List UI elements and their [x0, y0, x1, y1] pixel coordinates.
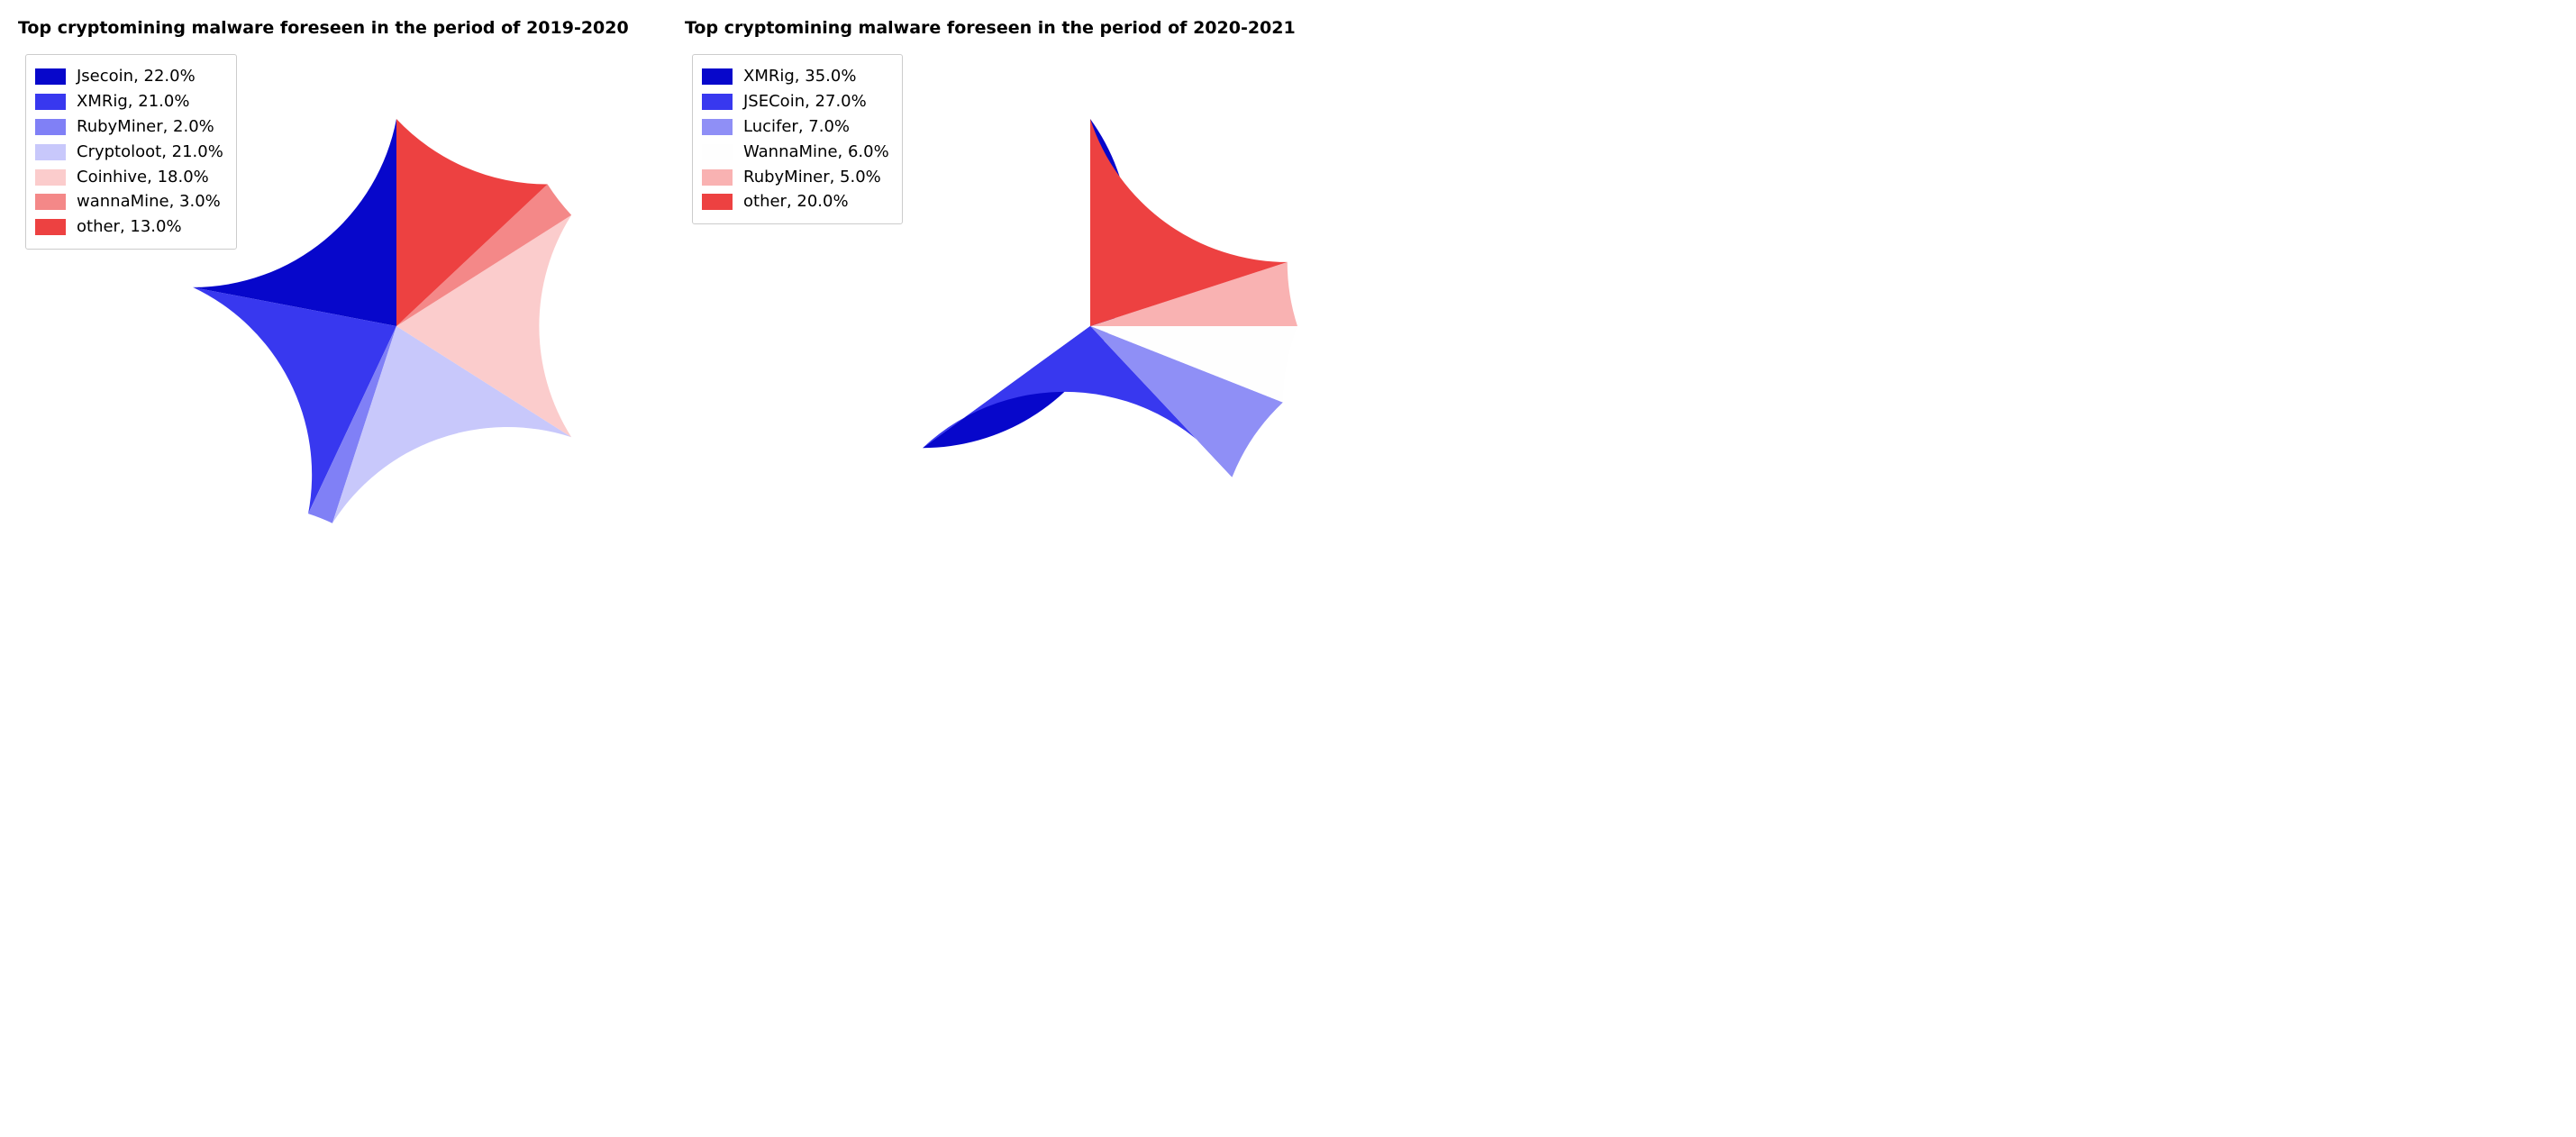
legend-swatch	[35, 119, 66, 135]
legend-row: other, 13.0%	[35, 214, 223, 240]
legend-swatch	[702, 194, 733, 210]
chart-title: Top cryptomining malware foreseen in the…	[18, 18, 649, 38]
legend-swatch	[35, 194, 66, 210]
legend-row: RubyMiner, 5.0%	[702, 165, 889, 190]
legend-label: RubyMiner, 5.0%	[743, 165, 881, 190]
legend-swatch	[702, 68, 733, 85]
charts-row: Top cryptomining malware foreseen in the…	[18, 18, 2558, 551]
pie-wrap	[189, 119, 604, 533]
legend-swatch	[35, 94, 66, 110]
legend-label: Jsecoin, 22.0%	[77, 64, 196, 89]
pie-wrap	[883, 119, 1297, 533]
legend-label: other, 13.0%	[77, 214, 182, 240]
legend-row: other, 20.0%	[702, 189, 889, 214]
legend-label: WannaMine, 6.0%	[743, 140, 889, 165]
legend-row: Cryptoloot, 21.0%	[35, 140, 223, 165]
legend-label: Cryptoloot, 21.0%	[77, 140, 223, 165]
chart-panel-2020-2021: Top cryptomining malware foreseen in the…	[685, 18, 1315, 551]
legend-row: JSECoin, 27.0%	[702, 89, 889, 114]
legend-row: Jsecoin, 22.0%	[35, 64, 223, 89]
chart-body: Jsecoin, 22.0% XMRig, 21.0% RubyMiner, 2…	[18, 47, 649, 551]
legend-label: other, 20.0%	[743, 189, 849, 214]
legend-label: Lucifer, 7.0%	[743, 114, 850, 140]
legend-row: Lucifer, 7.0%	[702, 114, 889, 140]
legend-label: XMRig, 21.0%	[77, 89, 189, 114]
legend-swatch	[35, 144, 66, 160]
legend-label: wannaMine, 3.0%	[77, 189, 221, 214]
legend: XMRig, 35.0% JSECoin, 27.0% Lucifer, 7.0…	[692, 54, 903, 224]
legend-swatch	[35, 68, 66, 85]
legend-label: XMRig, 35.0%	[743, 64, 856, 89]
pie-svg	[883, 119, 1297, 533]
legend-row: XMRig, 35.0%	[702, 64, 889, 89]
legend-swatch	[702, 119, 733, 135]
legend-row: RubyMiner, 2.0%	[35, 114, 223, 140]
chart-title: Top cryptomining malware foreseen in the…	[685, 18, 1315, 38]
legend-swatch	[35, 169, 66, 186]
legend-row: XMRig, 21.0%	[35, 89, 223, 114]
legend-label: RubyMiner, 2.0%	[77, 114, 214, 140]
legend-label: JSECoin, 27.0%	[743, 89, 867, 114]
legend-row: wannaMine, 3.0%	[35, 189, 223, 214]
legend-swatch	[35, 219, 66, 235]
legend-label: Coinhive, 18.0%	[77, 165, 209, 190]
legend-swatch	[702, 144, 733, 160]
chart-body: XMRig, 35.0% JSECoin, 27.0% Lucifer, 7.0…	[685, 47, 1315, 551]
legend: Jsecoin, 22.0% XMRig, 21.0% RubyMiner, 2…	[25, 54, 237, 250]
pie-svg	[189, 119, 604, 533]
legend-swatch	[702, 94, 733, 110]
legend-swatch	[702, 169, 733, 186]
legend-row: Coinhive, 18.0%	[35, 165, 223, 190]
legend-row: WannaMine, 6.0%	[702, 140, 889, 165]
chart-panel-2019-2020: Top cryptomining malware foreseen in the…	[18, 18, 649, 551]
